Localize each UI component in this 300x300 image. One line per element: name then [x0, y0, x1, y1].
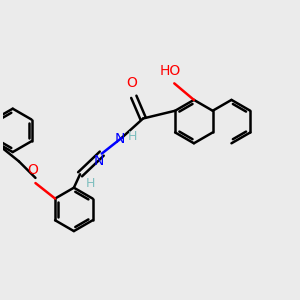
Text: H: H — [128, 130, 137, 142]
Text: HO: HO — [160, 64, 181, 78]
Text: N: N — [94, 154, 104, 168]
Text: N: N — [114, 132, 124, 146]
Text: H: H — [86, 177, 95, 190]
Text: O: O — [126, 76, 137, 90]
Text: O: O — [27, 163, 38, 177]
